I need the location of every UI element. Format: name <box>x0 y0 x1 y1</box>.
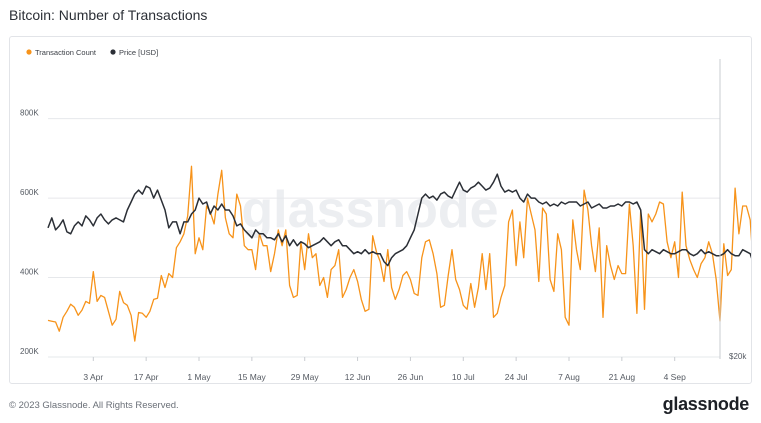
copyright-text: © 2023 Glassnode. All Rights Reserved. <box>9 400 179 411</box>
chart-panel: glassnode 200K 400K 600K 800K $20k 3 Apr 17 Ap… <box>9 36 761 384</box>
x-tick-label: 15 May <box>238 372 267 382</box>
x-tick-label: 12 Jun <box>345 372 371 382</box>
y-tick-label: 400K <box>20 268 39 277</box>
legend-label-transaction-count[interactable]: Transaction Count <box>35 48 97 57</box>
x-tick-label: 21 Aug <box>609 372 636 382</box>
glassnode-logo[interactable]: glassnode <box>662 394 750 414</box>
chart-svg: glassnode 200K 400K 600K 800K $20k 3 Apr 17 Ap… <box>20 48 761 382</box>
legend-dot-transaction-count <box>26 49 32 55</box>
x-tick-label: 7 Aug <box>558 372 580 382</box>
x-tick-label: 17 Apr <box>134 372 159 382</box>
x-tick-label: 3 Apr <box>83 372 103 382</box>
x-tick-label: 24 Jul <box>505 372 528 382</box>
x-tick-label: 26 Jun <box>398 372 424 382</box>
price-usd-line <box>47 173 761 267</box>
watermark-text: glassnode <box>241 181 498 239</box>
legend-label-price[interactable]: Price [USD] <box>119 48 158 57</box>
y-tick-label: 800K <box>20 109 39 118</box>
transaction-count-line <box>47 165 761 342</box>
x-tick-label: 10 Jul <box>452 372 475 382</box>
legend-dot-price <box>110 49 116 55</box>
page-title: Bitcoin: Number of Transactions <box>9 7 208 23</box>
x-tick-label: 1 May <box>187 372 211 382</box>
x-tick-label: 4 Sep <box>664 372 686 382</box>
y-tick-label: 600K <box>20 188 39 197</box>
y-right-tick-label: $20k <box>729 352 747 361</box>
y-tick-label: 200K <box>20 347 39 356</box>
x-tick-label: 29 May <box>291 372 320 382</box>
